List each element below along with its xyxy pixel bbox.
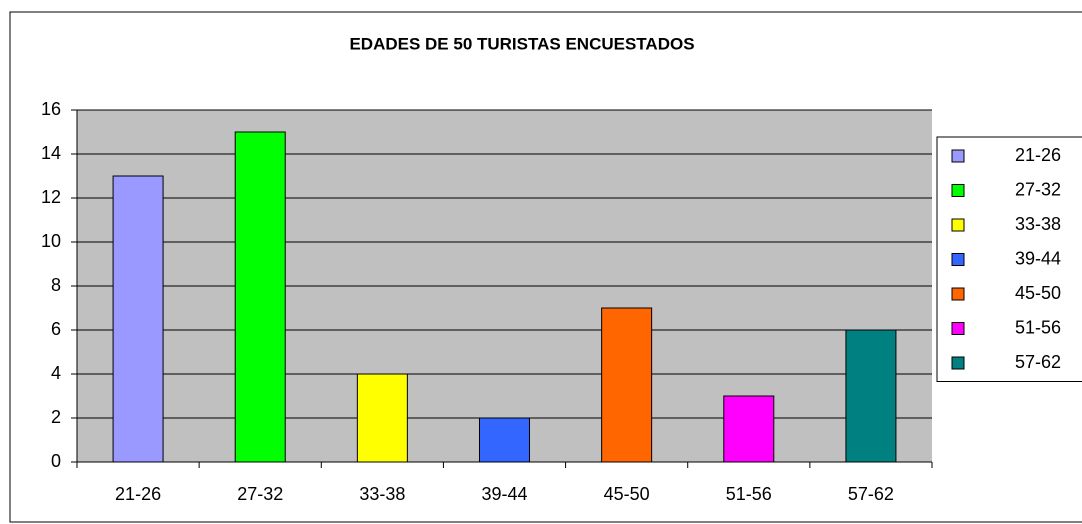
y-tick-label: 2 [51, 407, 61, 427]
bar [601, 307, 653, 463]
bar [845, 329, 897, 463]
x-tick-label: 45-50 [604, 484, 650, 504]
y-tick-label: 8 [51, 275, 61, 295]
legend-label: 45-50 [1015, 283, 1061, 303]
x-tick-label: 33-38 [359, 484, 405, 504]
y-tick-label: 0 [51, 451, 61, 471]
x-tick-label: 57-62 [848, 484, 894, 504]
bar [234, 131, 286, 463]
legend-label: 57-62 [1015, 352, 1061, 372]
legend-label: 27-32 [1015, 179, 1061, 199]
legend-swatch [951, 356, 965, 370]
y-tick-label: 6 [51, 319, 61, 339]
bar [112, 175, 164, 463]
legend-swatch [951, 253, 965, 266]
legend-label: 21-26 [1015, 145, 1061, 165]
legend-swatch [951, 149, 965, 163]
y-tick-label: 10 [41, 231, 61, 251]
legend-swatch [951, 322, 965, 335]
x-tick-label: 39-44 [481, 484, 527, 504]
x-tick-label: 21-26 [115, 484, 161, 504]
y-tick-label: 12 [41, 187, 61, 207]
bar [356, 373, 408, 463]
legend-swatch [951, 287, 965, 301]
y-tick-label: 4 [51, 363, 61, 383]
legend-label: 39-44 [1015, 248, 1061, 268]
legend-swatch [951, 184, 965, 197]
legend-label: 51-56 [1015, 317, 1061, 337]
y-tick-label: 14 [41, 143, 61, 163]
bar [479, 417, 530, 463]
legend-swatch [951, 218, 965, 232]
x-tick-label: 51-56 [726, 484, 772, 504]
y-tick-label: 16 [41, 99, 61, 119]
bar [723, 395, 775, 463]
x-tick-label: 27-32 [237, 484, 283, 504]
legend-label: 33-38 [1015, 214, 1061, 234]
chart-title: EDADES DE 50 TURISTAS ENCUESTADOS [349, 34, 694, 53]
